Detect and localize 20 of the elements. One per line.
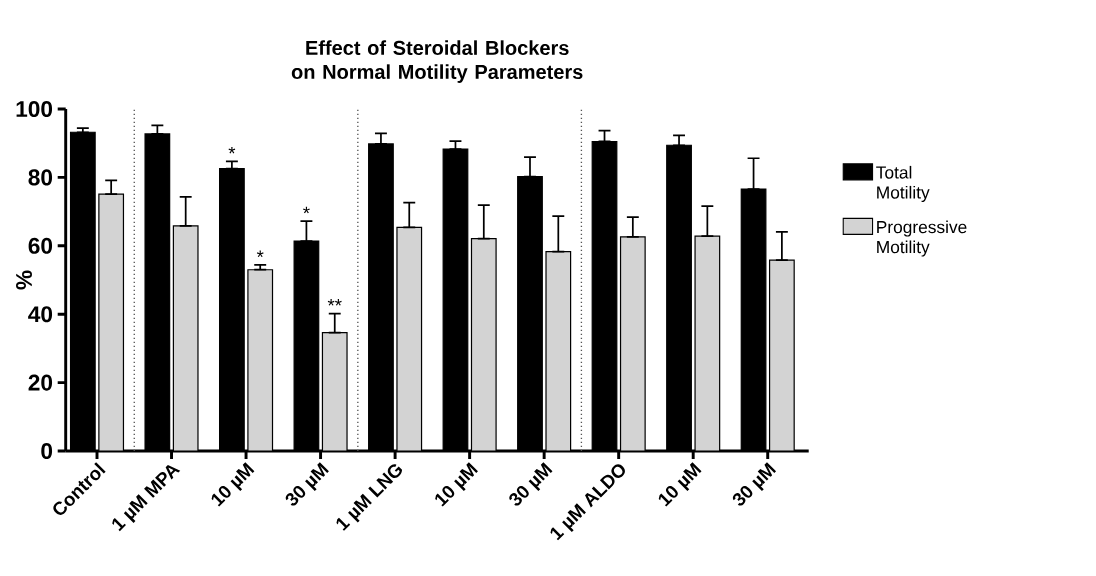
y-tick-label: 0 <box>41 442 53 460</box>
y-tick-label: 20 <box>28 374 53 391</box>
x-tick-label: 10 µM <box>435 462 478 507</box>
x-tick-label: 30 µM <box>509 462 553 506</box>
chart-title: Effect of Steroidal Blockers on Normal Motility Parameters <box>291 40 583 83</box>
x-tick-label: 10 µM <box>211 462 255 507</box>
x-tick-label: 10 µM <box>658 462 702 507</box>
y-axis-title: % <box>16 270 32 290</box>
data-label: * <box>303 206 310 214</box>
y-tick-label: 60 <box>28 237 53 254</box>
y-tick-label: 80 <box>28 169 53 186</box>
x-tick-label: 30 µM <box>285 462 329 506</box>
legend-label: Progressive Motility <box>877 220 967 257</box>
data-label: ** <box>327 299 342 306</box>
y-tick-label: 40 <box>28 306 53 323</box>
legend-label: Total Motility <box>876 165 930 203</box>
data-label: * <box>228 146 236 154</box>
x-tick-label: 30 µM <box>732 462 777 506</box>
data-label: * <box>256 250 264 258</box>
y-tick-label: 100 <box>16 100 53 118</box>
